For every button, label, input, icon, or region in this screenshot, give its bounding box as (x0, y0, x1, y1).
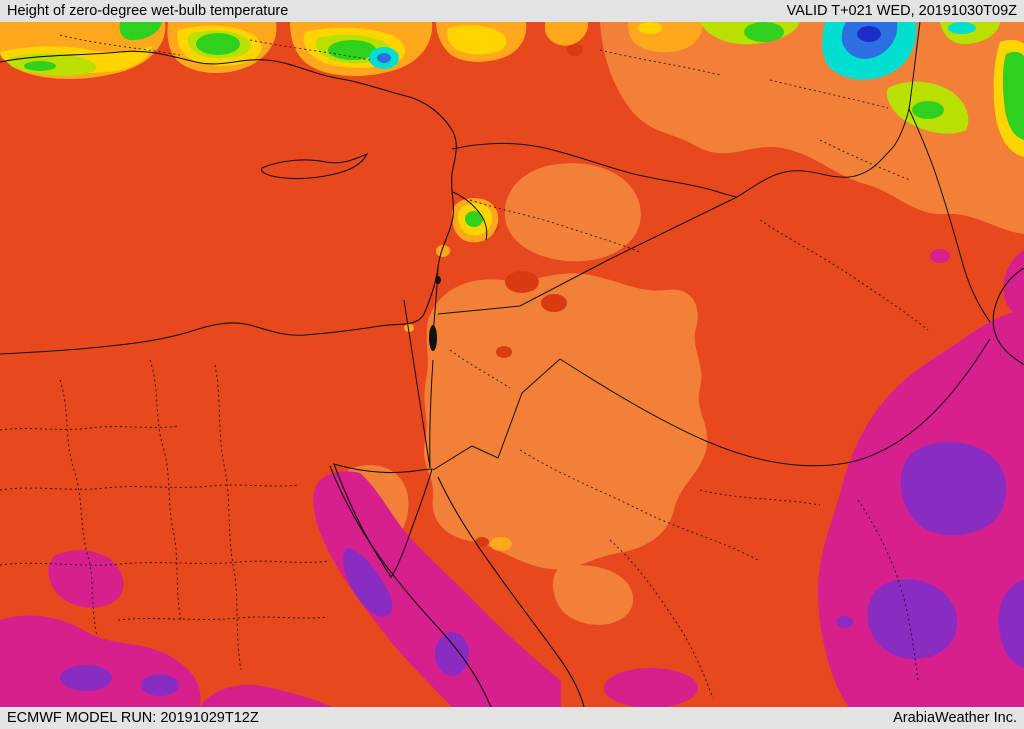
shape (196, 33, 240, 55)
shape (930, 249, 950, 263)
shape (948, 22, 976, 34)
border-line (559, 338, 991, 467)
dotted-line (59, 379, 98, 637)
persian-gulf-coastline (992, 267, 1024, 366)
shape (857, 26, 881, 42)
shape (48, 550, 124, 608)
forecast-map (0, 22, 1024, 707)
shape (436, 245, 450, 257)
shape (475, 537, 489, 547)
mediterranean-coastline (0, 50, 457, 355)
contour-dark-blue-group (857, 26, 881, 42)
shape (313, 471, 561, 707)
shape (1003, 250, 1024, 316)
dotted-line (149, 359, 182, 621)
shape (505, 271, 539, 293)
border-line (908, 22, 921, 110)
border-line (437, 258, 611, 315)
shape (465, 211, 483, 227)
shape (545, 22, 589, 46)
sinai-coastline (333, 463, 433, 578)
shape (912, 101, 944, 119)
border-line (451, 142, 738, 198)
shape (60, 665, 112, 691)
dotted-line (0, 425, 181, 431)
dotted-line (759, 219, 929, 331)
border-line (432, 358, 561, 471)
shape (604, 668, 698, 707)
shape (119, 22, 162, 40)
shape (567, 44, 583, 56)
credit-label: ArabiaWeather Inc. (893, 710, 1017, 726)
border-line (736, 108, 910, 198)
shape (447, 25, 507, 55)
shape (638, 22, 662, 34)
red-sea-east-shore (437, 476, 585, 707)
border-line (452, 191, 488, 241)
dotted-line (609, 539, 714, 699)
shape (541, 294, 567, 312)
shape (600, 22, 1024, 234)
shape (744, 22, 784, 42)
shape (837, 616, 853, 628)
dotted-line (117, 616, 329, 621)
dotted-line (59, 34, 181, 56)
map-footer: ECMWF MODEL RUN: 20191029T12Z ArabiaWeat… (0, 707, 1024, 729)
coastline-group (0, 50, 1024, 707)
dotted-line (769, 79, 889, 109)
shape (423, 273, 708, 570)
dotted-line (699, 489, 821, 506)
contour-orange-light-group (341, 22, 1024, 625)
shape (900, 441, 1007, 536)
shape (328, 40, 376, 60)
border-line (429, 359, 434, 469)
dotted-line (249, 39, 371, 61)
shape (1002, 51, 1024, 141)
model-run-label: ECMWF MODEL RUN: 20191029T12Z (7, 710, 259, 726)
dotted-line (599, 49, 721, 76)
shape (998, 580, 1024, 668)
shape (404, 324, 414, 332)
cyprus-island (260, 152, 369, 180)
shape (24, 61, 56, 71)
shape (490, 537, 512, 551)
shape (435, 632, 469, 676)
contour-purple-group (60, 441, 1024, 696)
admin-border-dotted-group (0, 34, 929, 699)
shape (377, 53, 391, 63)
dead-sea (429, 325, 437, 351)
shape (200, 684, 332, 707)
border-line (609, 196, 738, 260)
dotted-line (0, 560, 331, 566)
shape (343, 547, 393, 617)
map-canvas (0, 22, 1024, 707)
lake-group (429, 276, 441, 351)
border-line (403, 299, 431, 469)
border-line (908, 108, 991, 323)
shape (504, 163, 641, 262)
shape (496, 346, 512, 358)
dotted-line (0, 484, 301, 491)
dotted-line (519, 449, 759, 561)
page-title: Height of zero-degree wet-bulb temperatu… (7, 3, 289, 19)
map-header: Height of zero-degree wet-bulb temperatu… (0, 0, 1024, 22)
shape (867, 579, 958, 660)
shape (552, 565, 634, 625)
valid-time-label: VALID T+021 WED, 20191030T09Z (786, 3, 1017, 19)
dotted-line (857, 499, 919, 681)
red-sea-west-shore (329, 465, 492, 707)
sea-of-galilee (435, 276, 441, 284)
dotted-line (449, 349, 511, 389)
shape (141, 674, 179, 696)
